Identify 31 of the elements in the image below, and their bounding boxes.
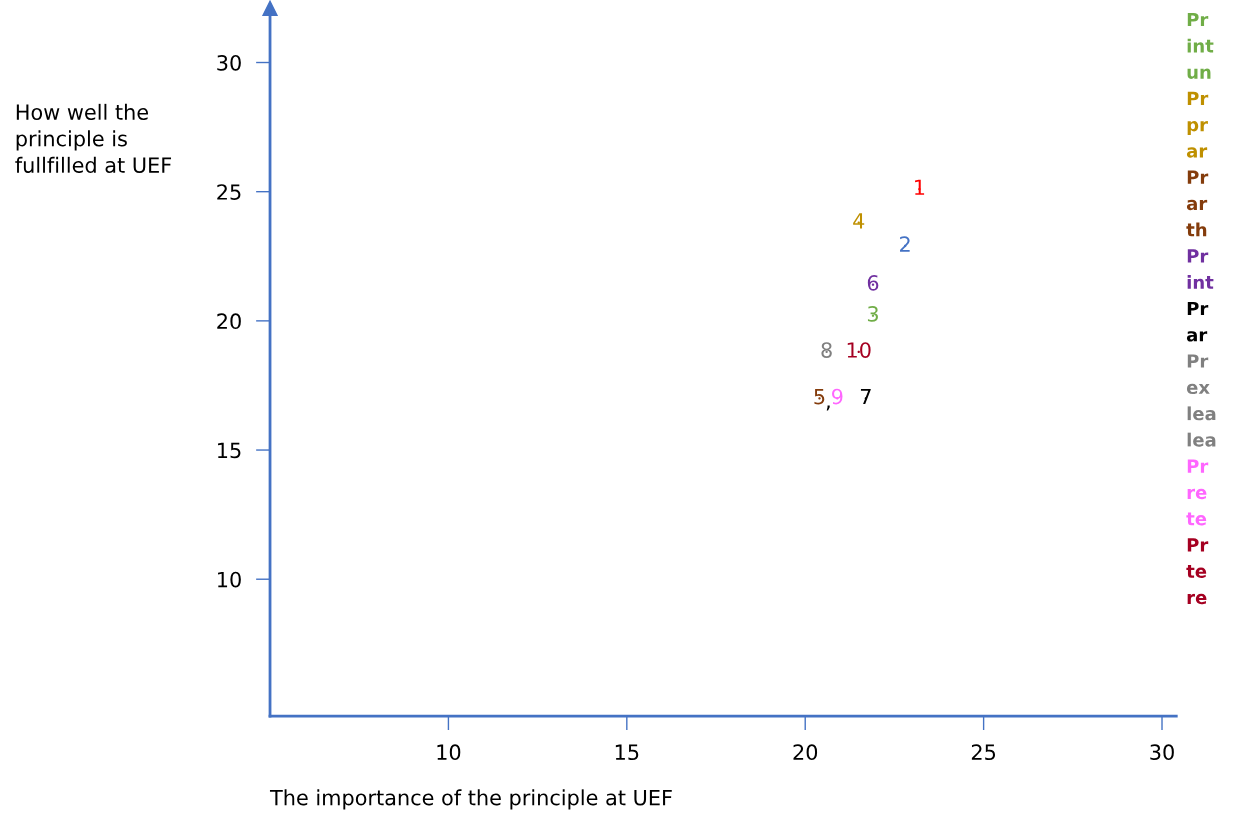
text: Pr int un (1187, 12, 1214, 79)
text: Pr ar th (1186, 170, 1209, 237)
text: Pr pr ar (1186, 91, 1209, 158)
series-label: 5 (814, 388, 825, 405)
annotation: , (826, 405, 830, 411)
x-tick-label: 30 (1150, 744, 1174, 761)
x-tick-label: 15 (615, 744, 639, 761)
series-label: 9 (832, 388, 843, 405)
series-label: 6 (867, 274, 879, 291)
series-label: 1 (915, 179, 925, 195)
y-tick-label: 10 (218, 571, 241, 588)
x-tick-label: 10 (437, 744, 461, 761)
series-label: 8 (821, 342, 832, 358)
text: Pr int (1187, 249, 1214, 289)
y-axis-title: How well the principle is fullfilled at UEF (15, 103, 172, 173)
y-tick-label: 20 (217, 313, 241, 330)
y-tick-label: 25 (217, 184, 241, 200)
series-label: 10 (847, 342, 871, 358)
text: Pr ar (1186, 301, 1209, 342)
text: Pr ex lea lea (1186, 354, 1216, 447)
y-tick-label: 15 (218, 442, 241, 459)
text: Pr te re (1186, 538, 1209, 605)
x-axis-title: The importance of the principle at UEF (269, 789, 672, 810)
x-tick-label: 25 (971, 744, 996, 761)
series-label: 3 (867, 305, 878, 322)
text: Pr re te (1186, 459, 1209, 526)
series-label: 4 (853, 213, 865, 229)
x-tick-label: 20 (793, 744, 818, 761)
series-label: 7 (860, 388, 871, 405)
y-tick-label: 30 (217, 54, 241, 71)
series-label: 2 (900, 236, 910, 252)
